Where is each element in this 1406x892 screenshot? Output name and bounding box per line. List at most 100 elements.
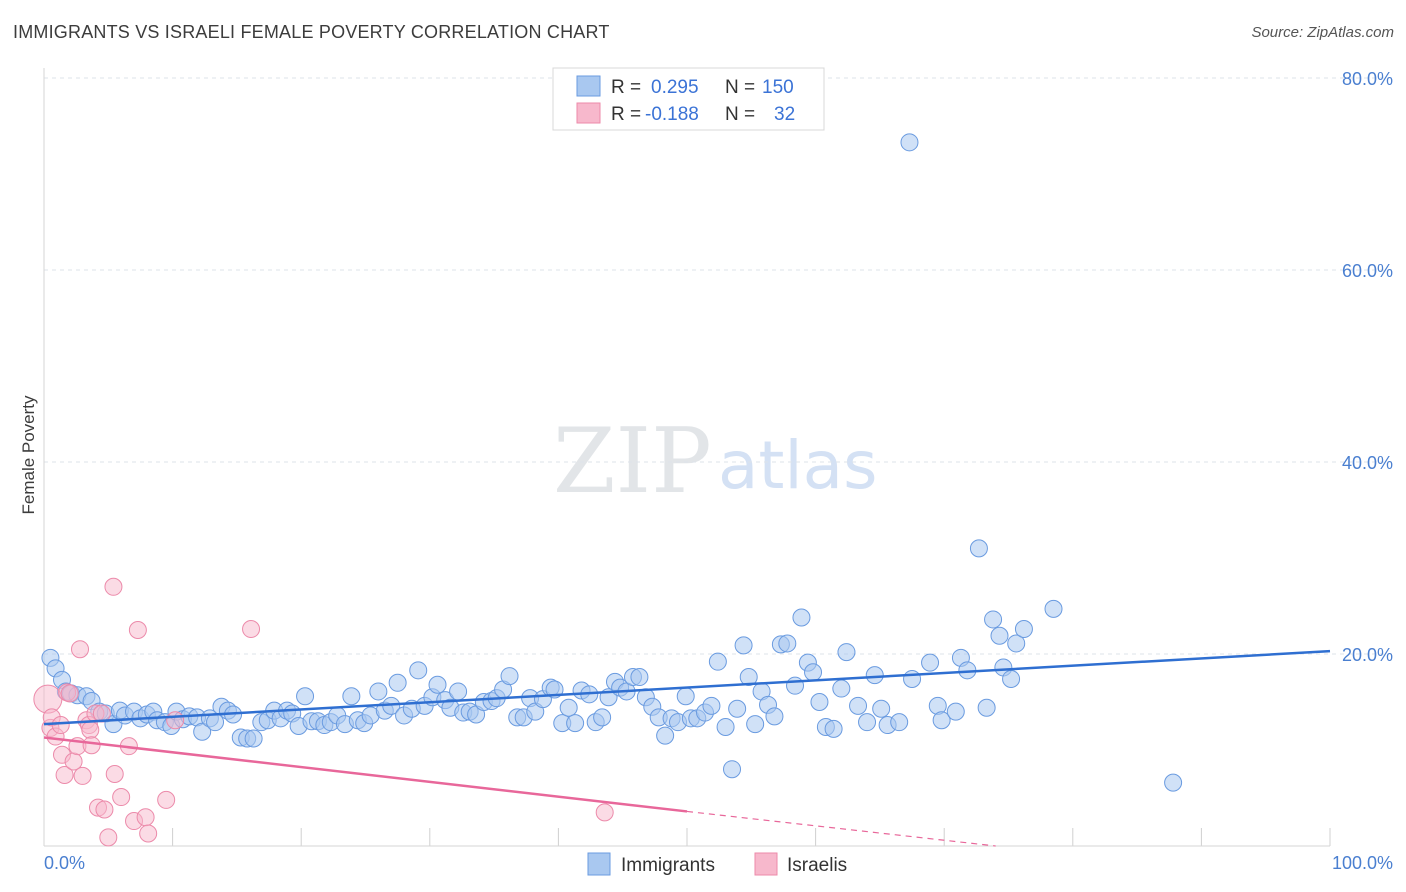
point-israelis xyxy=(242,620,261,639)
point-immigrants xyxy=(244,729,263,748)
trend-line-israelis-extension xyxy=(686,810,996,847)
trend-lines xyxy=(43,649,1331,847)
point-immigrants xyxy=(566,714,585,733)
point-immigrants xyxy=(990,626,1009,645)
legend-swatch-israelis xyxy=(576,102,601,124)
x-tick-label: 0.0% xyxy=(44,853,85,873)
point-israelis xyxy=(112,788,131,807)
point-immigrants xyxy=(804,663,823,682)
point-immigrants xyxy=(765,707,784,726)
trend-line-immigrants xyxy=(43,649,1331,726)
point-immigrants xyxy=(932,711,951,730)
point-immigrants xyxy=(832,679,851,698)
point-immigrants xyxy=(676,687,695,706)
point-israelis xyxy=(73,766,92,785)
point-immigrants xyxy=(702,696,721,715)
y-tick-label: 80.0% xyxy=(1342,69,1393,89)
point-immigrants xyxy=(723,760,742,779)
point-immigrants xyxy=(824,719,843,738)
legend-swatch-immigrants xyxy=(576,75,601,97)
point-israelis xyxy=(128,621,147,639)
series-israelis-points xyxy=(33,577,614,847)
point-immigrants xyxy=(449,682,468,701)
legend-box: R = 0.295 N = 150 R = -0.188 N = 32 xyxy=(552,67,825,131)
point-israelis xyxy=(105,765,124,783)
point-immigrants xyxy=(728,699,747,718)
point-immigrants xyxy=(388,673,407,692)
trend-line-israelis xyxy=(43,736,688,813)
y-tick-label: 40.0% xyxy=(1342,453,1393,473)
point-immigrants xyxy=(946,702,965,721)
point-immigrants xyxy=(656,726,675,745)
watermark: ZIP atlas xyxy=(553,409,878,514)
bottom-legend-immigrants: Immigrants xyxy=(621,855,715,876)
point-immigrants xyxy=(1044,599,1063,618)
legend-r-israelis: -0.188 xyxy=(645,104,699,125)
y-tick-labels: 20.0% 40.0% 60.0% 80.0% xyxy=(1342,69,1393,665)
point-israelis xyxy=(595,803,614,822)
point-israelis xyxy=(60,684,79,703)
legend-r-label-immigrants: R = xyxy=(611,77,641,98)
point-immigrants xyxy=(921,653,940,672)
point-immigrants xyxy=(559,698,578,717)
point-immigrants xyxy=(1014,620,1033,639)
point-immigrants xyxy=(746,715,765,734)
point-immigrants xyxy=(409,661,428,680)
legend-n-israelis: 32 xyxy=(774,104,795,125)
point-israelis xyxy=(104,577,123,596)
point-immigrants xyxy=(810,693,829,711)
point-israelis xyxy=(33,684,63,714)
point-immigrants xyxy=(977,698,996,717)
bottom-legend-swatch-israelis xyxy=(754,852,778,876)
point-immigrants xyxy=(716,717,735,736)
bottom-legend: Immigrants Israelis xyxy=(587,852,847,876)
point-immigrants xyxy=(872,699,891,718)
point-israelis xyxy=(139,824,158,843)
point-immigrants xyxy=(984,610,1003,629)
point-immigrants xyxy=(1007,634,1026,653)
point-immigrants xyxy=(903,669,922,688)
point-immigrants xyxy=(786,676,805,695)
y-tick-label: 60.0% xyxy=(1342,261,1393,281)
point-immigrants xyxy=(792,608,811,627)
legend-n-label-israelis: N = xyxy=(725,104,755,125)
point-israelis xyxy=(71,640,90,659)
point-immigrants xyxy=(837,643,856,662)
point-immigrants xyxy=(193,722,212,741)
point-israelis xyxy=(136,808,155,827)
point-israelis xyxy=(166,711,185,730)
point-immigrants xyxy=(778,634,797,653)
point-israelis xyxy=(95,800,114,819)
point-israelis xyxy=(55,765,74,784)
chart-title: IMMIGRANTS VS ISRAELI FEMALE POVERTY COR… xyxy=(13,22,610,42)
point-immigrants xyxy=(428,675,447,694)
point-immigrants xyxy=(342,687,361,706)
bottom-legend-israelis: Israelis xyxy=(787,855,847,876)
watermark-atlas: atlas xyxy=(718,427,878,504)
point-immigrants xyxy=(734,636,753,655)
legend-n-label-immigrants: N = xyxy=(725,77,755,98)
point-immigrants xyxy=(593,708,612,727)
point-israelis xyxy=(81,720,100,739)
legend-n-immigrants: 150 xyxy=(762,77,794,98)
point-immigrants xyxy=(708,652,727,671)
x-tick-labels: 0.0% 100.0% xyxy=(44,853,1393,873)
series-immigrants-points xyxy=(41,133,1183,792)
source-label: Source: ZipAtlas.com xyxy=(1251,24,1394,41)
point-immigrants xyxy=(849,696,868,715)
y-tick-label: 20.0% xyxy=(1342,645,1393,665)
point-immigrants xyxy=(969,539,988,558)
point-israelis xyxy=(99,828,118,847)
bottom-legend-swatch-immigrants xyxy=(587,852,611,876)
point-immigrants xyxy=(900,133,919,152)
point-immigrants xyxy=(858,713,877,732)
point-immigrants xyxy=(890,713,909,732)
point-immigrants xyxy=(1002,669,1021,688)
point-israelis xyxy=(82,736,101,755)
point-immigrants xyxy=(296,687,315,706)
point-immigrants xyxy=(1164,773,1183,792)
point-immigrants xyxy=(369,682,388,701)
point-immigrants xyxy=(865,666,884,685)
point-immigrants xyxy=(500,667,519,686)
